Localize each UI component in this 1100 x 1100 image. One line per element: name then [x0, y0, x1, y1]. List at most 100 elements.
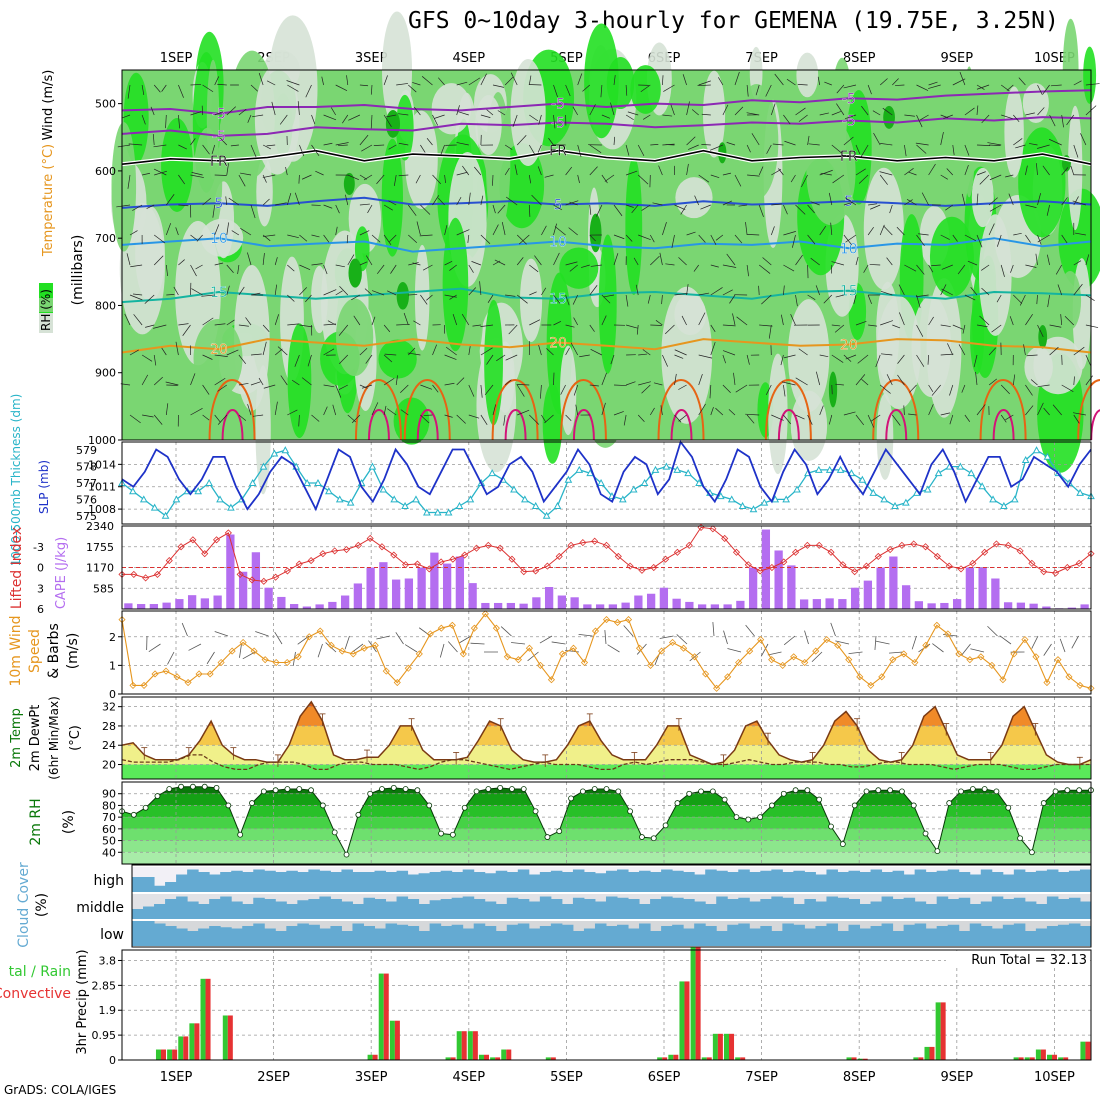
wind-barb	[141, 114, 146, 125]
cloud-bar	[264, 899, 276, 919]
thickness-point	[825, 465, 834, 473]
temp-band	[122, 706, 1091, 726]
rh-point	[627, 808, 634, 815]
rh-region	[393, 397, 430, 445]
cloud-bar	[639, 904, 651, 919]
cloud-bar	[352, 872, 364, 892]
tick-label: 32	[102, 701, 116, 714]
wind-barb	[262, 144, 271, 150]
rh-point	[556, 828, 563, 835]
wind-barb	[836, 84, 845, 94]
rh-region	[378, 339, 417, 379]
cape-bar	[863, 580, 873, 609]
wind-speed-point	[162, 667, 170, 675]
lifted-index-point	[862, 562, 871, 570]
lifted-index-axis-label: Lifted Index	[9, 527, 25, 609]
wind-barb	[858, 174, 869, 184]
wind-speed-point	[415, 650, 423, 658]
wind-barb	[529, 114, 539, 122]
cloud-bar	[198, 928, 210, 946]
wind-barb	[590, 264, 602, 267]
rh-region	[963, 66, 976, 198]
rh-point	[993, 788, 1000, 795]
wind-barb	[504, 167, 510, 176]
wind-barb	[1073, 346, 1085, 356]
lifted-index-point	[520, 568, 528, 576]
rh-region	[135, 205, 165, 302]
wind-barb	[959, 72, 966, 86]
rh-point	[213, 784, 220, 791]
wind-barb	[861, 105, 869, 116]
wind-barb	[601, 114, 611, 119]
wind-barb	[601, 294, 611, 304]
wind-barb	[190, 111, 202, 116]
rh-point	[828, 823, 834, 830]
cloud-bar	[771, 931, 783, 946]
wind-barb	[1018, 77, 1026, 86]
cloud-bar	[892, 931, 905, 946]
wind-speed-point	[140, 681, 148, 689]
wind-barb	[1025, 405, 1034, 416]
wind-barb	[262, 198, 270, 206]
wind-barb	[487, 294, 494, 303]
wind-barb	[1073, 196, 1079, 206]
wind-barb	[981, 114, 990, 124]
rh-point	[839, 841, 846, 847]
rh-point	[485, 786, 492, 792]
thickness-point	[869, 488, 878, 496]
cloud-bar	[639, 923, 651, 946]
lifted-index-point	[165, 557, 173, 565]
wind-barb	[546, 348, 554, 356]
wind-barb	[117, 144, 131, 148]
wind-barb	[1037, 193, 1041, 206]
temperature-contour	[208, 379, 256, 441]
wind-barb	[601, 402, 606, 416]
wind-barb	[625, 144, 630, 156]
thickness-point	[488, 469, 497, 477]
wind-speed-point	[580, 658, 589, 667]
wind-barb	[880, 291, 893, 296]
wind-barb	[480, 195, 484, 206]
wind-barb	[1037, 234, 1050, 243]
thickness-point	[281, 446, 290, 454]
wind-barb	[150, 106, 155, 116]
wind-barb	[190, 174, 204, 178]
wind-barb	[565, 261, 578, 266]
wind-barb	[516, 234, 527, 245]
wind-barb	[843, 234, 852, 245]
cloud-bar	[396, 924, 409, 946]
cloud-bar	[650, 872, 662, 892]
cape-bar	[442, 563, 452, 609]
wind-barb	[384, 353, 397, 356]
wind-barb	[834, 324, 845, 333]
cape-bar	[162, 602, 171, 609]
thickness-point	[346, 498, 355, 506]
cloud-bar	[297, 923, 309, 946]
wind-barb	[456, 171, 468, 176]
lifted-index-point	[390, 551, 398, 559]
cloud-frame	[131, 864, 1092, 948]
wind-barb	[904, 144, 907, 157]
wind-speed-point	[823, 636, 831, 644]
wind-barb	[298, 414, 300, 427]
wind-barb	[916, 234, 925, 246]
rh-region	[254, 64, 300, 175]
precip-total-bar	[501, 1049, 507, 1060]
wind-barb	[655, 319, 663, 326]
wind-barb	[492, 174, 494, 186]
wind-barb	[415, 174, 421, 184]
wind-barb	[383, 405, 387, 416]
wind-barb	[579, 354, 590, 358]
wind-barb	[339, 286, 349, 296]
tick-label: 20	[102, 759, 116, 772]
wind-barb	[698, 174, 710, 183]
wind-barb	[979, 315, 990, 326]
wind-speed-point	[206, 670, 214, 678]
wind-barb	[230, 144, 239, 147]
precip-convective-bar	[1029, 1057, 1035, 1060]
wind-barb	[1057, 284, 1063, 296]
wind-speed-point	[735, 658, 743, 667]
cloud-bar	[969, 923, 982, 946]
wind-barb	[722, 324, 736, 327]
wind-barb	[287, 84, 299, 92]
